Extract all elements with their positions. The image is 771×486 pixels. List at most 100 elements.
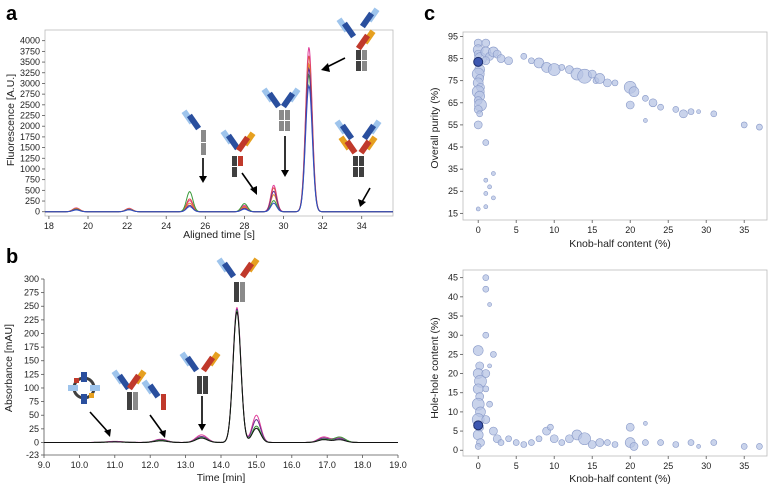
panel-a: a 02505007501000125015001750200022502500…: [5, 3, 394, 241]
panel-c-bottom-bubble: [643, 421, 648, 426]
panel-c-top-bubble: [476, 110, 484, 118]
arrowhead-a-1: [199, 176, 207, 183]
panel-a-y-tick-label: 3000: [20, 78, 40, 88]
panel-b-x-tick-label: 13.0: [177, 460, 195, 470]
antibody-icon: [179, 351, 221, 394]
panel-c-bottom-bubble: [687, 439, 695, 446]
panel-c-bottom-bubble: [578, 432, 591, 446]
panel-a-x-tick-label: 32: [318, 221, 328, 231]
panel-c-bottom-y-tick-label: 35: [448, 311, 458, 321]
panel-a-x-tick-label: 20: [83, 221, 93, 231]
panel-b-trace-sample-3: [44, 310, 398, 443]
panel-b-y-tick-label: 75: [29, 397, 39, 407]
panel-c-bottom-y-tick-label: 25: [448, 349, 458, 359]
panel-c-top-bubble: [594, 73, 606, 84]
panel-c-bottom-bubble: [547, 423, 554, 431]
antibody-icon: [216, 257, 260, 302]
panel-c-top-bubble: [611, 79, 619, 87]
arrow-b-2: [149, 414, 164, 434]
panel-a-y-tick-label: 2250: [20, 111, 40, 121]
panel-c-top-bubble: [482, 139, 490, 146]
panel-a-x-tick-label: 22: [122, 221, 132, 231]
panel-c-top-y-tick-label: 75: [448, 76, 458, 86]
panel-a-y-tick-label: 1000: [20, 164, 40, 174]
panel-c-bottom-bubble: [472, 383, 484, 395]
panel-c-letter: c: [424, 3, 435, 25]
panel-c-top-bubble: [504, 56, 513, 66]
panel-a-y-tick-label: 2750: [20, 89, 40, 99]
panel-c-top-bubble: [679, 109, 688, 119]
panel-c-top-x-ticks: 0 5 10 15 20 25 30 35: [476, 220, 749, 235]
panel-b-x-tick-label: 9.0: [38, 460, 51, 470]
panel-c-bottom-bubble: [487, 363, 492, 369]
arrowhead-a-3: [281, 170, 289, 177]
panel-c-top-plot-frame: [462, 31, 768, 221]
panel-b-x-axis-label: Time [min]: [197, 472, 246, 484]
panel-b-y-tick-label: 25: [29, 424, 39, 434]
panel-c-bottom-y-tick-label: 20: [448, 369, 458, 379]
panel-c-bottom-bubble: [490, 351, 497, 358]
panel-b-x-tick-label: 14.0: [212, 460, 230, 470]
panel-a-y-tick-label: 750: [25, 175, 40, 185]
panel-c-top-y-tick-label: 25: [448, 186, 458, 196]
panel-c-top-y-tick-label: 95: [448, 31, 458, 41]
panel-c-bottom-bubble: [481, 369, 491, 378]
panel-c-bottom-bubble: [657, 439, 664, 446]
panel-b-y-tick-label: 250: [24, 301, 39, 311]
panel-b-y-tick-label: 225: [24, 315, 39, 325]
panel-b-trace-sample-4: [44, 311, 398, 443]
panel-a-y-tick-label: 3250: [20, 68, 40, 78]
panel-c-top-bubble: [672, 106, 680, 113]
panel-b-x-tick-label: 17.0: [318, 460, 336, 470]
panel-b-x-tick-label: 15.0: [248, 460, 266, 470]
panel-b-y-tick-label: 275: [24, 288, 39, 298]
panel-c-top-y-axis-label: Overall purity (%): [429, 87, 441, 168]
panel-a-trace-sample-2: [45, 55, 393, 213]
panel-c-bottom-bubble: [482, 331, 490, 339]
panel-c-bottom-bubble: [472, 429, 484, 441]
panel-b-x-tick-label: 12.0: [141, 460, 159, 470]
panel-c-top-x-tick-label: 0: [476, 225, 481, 235]
arrowhead-a-2: [250, 186, 257, 195]
panel-b-x-tick-label: 18.0: [354, 460, 372, 470]
panel-c-top-y-ticks: 15 25 35 45 55 65 75 85 95: [448, 31, 463, 218]
antibody-icon: [334, 119, 382, 177]
panel-c-top-bubble: [491, 171, 496, 176]
panel-a-x-tick-label: 30: [279, 221, 289, 231]
panel-c-bottom-x-tick-label: 15: [587, 461, 597, 471]
panel-c-top-bubble: [687, 108, 695, 115]
panel-c-bottom-x-tick-label: 0: [476, 461, 481, 471]
panel-c-bottom-bubble: [486, 400, 493, 408]
panel-b-y-tick-label: 0: [34, 437, 39, 447]
panel-c-bottom-bubble: [604, 439, 611, 446]
panel-c-bottom-bubble: [528, 439, 535, 446]
panel-c-bottom-y-tick-label: 40: [448, 292, 458, 302]
panel-c-bottom-x-tick-label: 20: [625, 461, 635, 471]
panel-a-y-tick-label: 1250: [20, 153, 40, 163]
panel-b-arrows: [89, 396, 206, 438]
panel-c-bottom-bubble: [710, 439, 718, 446]
panel-c-bottom-bubble: [482, 385, 490, 393]
panel-a-letter: a: [6, 3, 18, 25]
panel-c-top-bubble: [628, 86, 640, 98]
panel-b-y-tick-label: 150: [24, 356, 39, 366]
antibody-icon: [68, 372, 100, 404]
panel-a-trace-sample-6: [45, 84, 393, 213]
panel-c-top-bubble: [483, 191, 489, 196]
panel-b-y-tick-label: 300: [24, 274, 39, 284]
panel-c-bottom-bubble: [482, 285, 490, 293]
panel-a-x-axis-label: Aligned time [s]: [183, 229, 255, 241]
panel-c-top-highlight-bubble: [473, 56, 484, 67]
panel-c-bottom-bubble: [696, 444, 701, 449]
panel-b-y-tick-label: 175: [24, 342, 39, 352]
panel-c-top-bubble: [648, 98, 658, 108]
panel-a-traces: [45, 47, 393, 213]
panel-c-bottom-bubble: [672, 441, 680, 448]
panel-c-bottom-y-tick-label: 30: [448, 330, 458, 340]
panel-c-bottom-y-tick-label: 0: [453, 445, 458, 455]
panel-c-top-bubble: [528, 57, 535, 65]
panel-c-top-bubble: [696, 109, 701, 114]
panel-c-top-bubble: [587, 69, 597, 79]
panel-c-top-y-tick-label: 15: [448, 208, 458, 218]
antibody-icon: [181, 109, 206, 155]
